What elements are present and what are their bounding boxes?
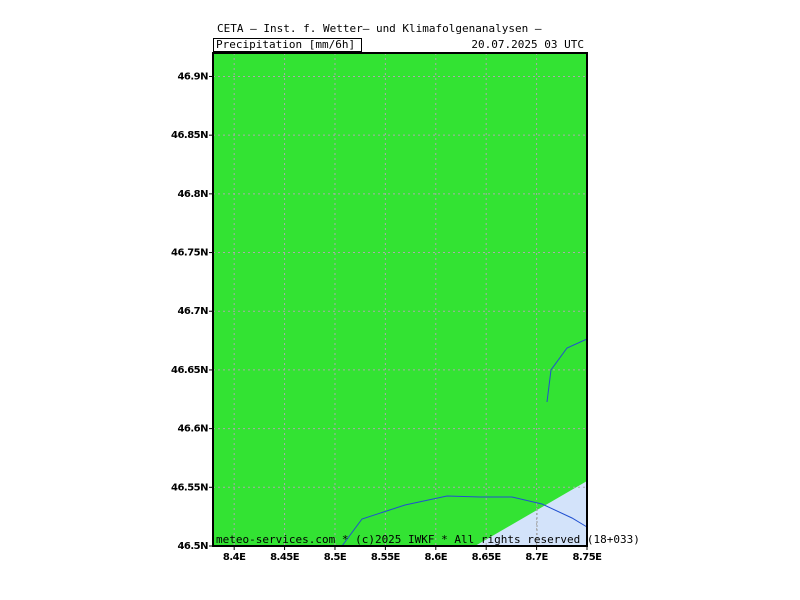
x-tick-label: 8.5E: [324, 552, 347, 563]
y-tick-label: 46.55N: [171, 482, 208, 493]
y-tick-label: 46.5N: [177, 541, 208, 552]
boundary-line: [341, 495, 588, 547]
y-tick-label: 46.65N: [171, 365, 208, 376]
y-tick-label: 46.85N: [171, 130, 208, 141]
footer: meteo-services.com * (c)2025 IWKF * All …: [216, 533, 640, 546]
boundary-line: [546, 338, 588, 403]
y-tick-label: 46.8N: [177, 189, 208, 200]
y-tick-label: 46.7N: [177, 306, 208, 317]
date: 20.07.2025 03 UTC: [471, 38, 584, 51]
precip-field: [213, 53, 587, 546]
x-tick-label: 8.65E: [472, 552, 502, 563]
y-tick-label: 46.9N: [177, 71, 208, 82]
variable-box: [213, 38, 362, 52]
map-frame: [212, 52, 588, 547]
x-tick-label: 8.45E: [270, 552, 300, 563]
no-precip-area: [475, 481, 587, 546]
x-tick-label: 8.6E: [425, 552, 448, 563]
x-tick-label: 8.4E: [223, 552, 246, 563]
x-tick-label: 8.7E: [525, 552, 548, 563]
variable: Precipitation [mm/6h]: [216, 38, 355, 51]
x-tick-label: 8.75E: [572, 552, 602, 563]
y-tick-label: 46.75N: [171, 248, 208, 259]
x-tick-label: 8.55E: [371, 552, 401, 563]
y-tick-label: 46.6N: [177, 424, 208, 435]
title: CETA – Inst. f. Wetter– und Klimafolgena…: [217, 22, 542, 35]
